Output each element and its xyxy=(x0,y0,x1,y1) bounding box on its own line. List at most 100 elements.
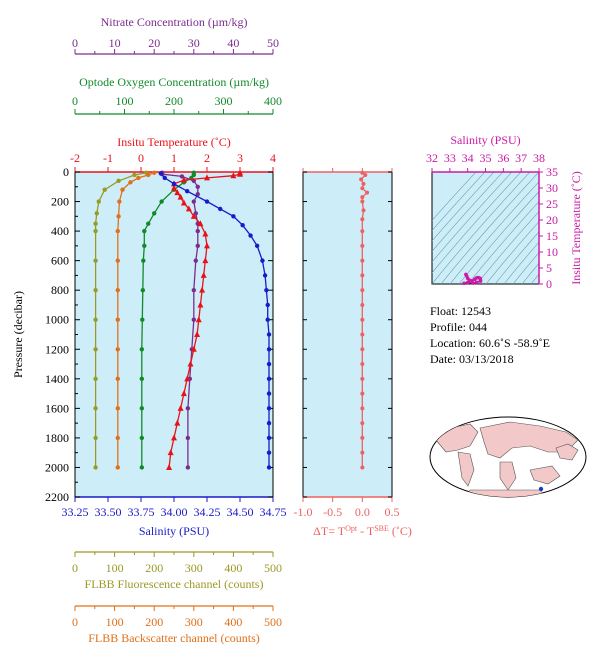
date-text: Date: 03/13/2018 xyxy=(430,352,514,366)
temperature-point xyxy=(199,286,206,293)
main-plot-area xyxy=(74,171,274,498)
oxygen-tick-label: 400 xyxy=(264,94,282,108)
salinity-point xyxy=(262,273,268,278)
delta-axis-title-part: (˚C) xyxy=(389,524,412,538)
salinity-tick-label: 33.25 xyxy=(62,505,89,519)
ts-y-tick-label: 25 xyxy=(546,197,558,211)
salinity-point xyxy=(266,420,272,426)
fluorescence-point xyxy=(93,465,98,470)
pressure-tick-label: 800 xyxy=(51,283,69,297)
oxygen-point xyxy=(139,465,145,470)
ts-density-contour xyxy=(432,172,531,284)
salinity-point xyxy=(204,199,210,204)
temperature-tick-label: 3 xyxy=(237,151,243,165)
nitrate-point xyxy=(179,174,185,179)
pressure-tick-label: 1800 xyxy=(45,431,69,445)
backscatter-tick-label: 0 xyxy=(72,615,78,629)
ts-x-tick-label: 32 xyxy=(426,151,438,165)
temperature-point xyxy=(200,271,207,278)
delta-point xyxy=(360,450,365,455)
delta-tick-label: -0.5 xyxy=(323,505,342,519)
ts-title: Salinity (PSU) xyxy=(450,133,520,147)
salinity-point xyxy=(265,317,270,322)
delta-point xyxy=(360,347,365,352)
temperature-point xyxy=(194,331,201,337)
salinity-tick-label: 33.50 xyxy=(95,505,122,519)
ts-y-tick-label: 0 xyxy=(546,277,552,291)
delta-axis-title-sup: Opt xyxy=(345,524,358,533)
temperature-point xyxy=(190,345,197,352)
salinity-point xyxy=(240,222,245,228)
map-float-location-marker xyxy=(538,486,544,492)
temperature-point xyxy=(171,184,177,191)
fluorescence-point xyxy=(93,258,98,263)
temperature-point xyxy=(171,434,177,441)
delta-axis-title-sup: SBE xyxy=(374,524,389,533)
backscatter-point xyxy=(115,228,120,234)
map-landmass xyxy=(555,443,579,461)
ts-point xyxy=(465,280,470,285)
salinity-point xyxy=(266,435,272,441)
delta-point xyxy=(360,217,365,222)
delta-point xyxy=(360,186,365,191)
temperature-point xyxy=(197,301,204,308)
temperature-point xyxy=(180,176,187,183)
nitrate-tick-label: 20 xyxy=(148,36,160,50)
pressure-tick-label: 2200 xyxy=(45,490,69,504)
oxygen-point xyxy=(140,317,145,322)
delta-point xyxy=(360,195,365,200)
ts-y-tick-label: 30 xyxy=(546,181,558,195)
backscatter-tick-label: 400 xyxy=(224,615,242,629)
temperature-point xyxy=(204,242,210,249)
backscatter-point xyxy=(116,214,121,219)
salinity-tick-label: 33.75 xyxy=(128,505,155,519)
backscatter-point xyxy=(115,376,120,382)
nitrate-point xyxy=(195,191,200,197)
salinity-tick-label: 34.75 xyxy=(260,505,287,519)
salinity-point xyxy=(266,347,272,352)
salinity-point xyxy=(162,175,167,181)
ts-density-contour xyxy=(432,172,486,232)
delta-point xyxy=(360,376,365,381)
backscatter-point xyxy=(128,180,133,185)
fluorescence-point xyxy=(93,406,98,411)
delta-plot-area xyxy=(302,171,393,498)
fluorescence-point xyxy=(116,178,121,184)
backscatter-point xyxy=(136,175,141,181)
fluorescence-point xyxy=(132,172,137,178)
salinity-point xyxy=(158,171,163,176)
fluorescence-point xyxy=(93,287,98,293)
temperature-point xyxy=(237,170,243,177)
world-map xyxy=(429,416,587,498)
salinity-axis-title: Salinity (PSU) xyxy=(139,524,209,538)
delta-point xyxy=(359,177,364,182)
delta-point xyxy=(360,406,365,411)
ts-x-tick-label: 33 xyxy=(444,151,456,165)
nitrate-axis-title: Nitrate Concentration (µm/kg) xyxy=(101,15,248,29)
temperature-point xyxy=(195,316,202,323)
backscatter-point xyxy=(115,435,120,441)
salinity-point xyxy=(185,189,190,194)
ts-density-contour xyxy=(467,200,539,284)
ts-y-tick-label: 10 xyxy=(546,245,558,259)
oxygen-point xyxy=(140,287,146,293)
oxygen-tick-label: 200 xyxy=(165,94,183,108)
oxygen-point xyxy=(191,172,196,178)
ts-density-contour xyxy=(432,172,513,263)
ts-y-tick-label: 5 xyxy=(546,261,552,275)
fluorescence-point xyxy=(93,221,98,226)
float-id-text: Float: 12543 xyxy=(430,304,492,318)
salinity-point xyxy=(266,465,272,470)
oxygen-tick-label: 300 xyxy=(215,94,233,108)
ts-density-contours xyxy=(432,172,539,284)
oxygen-point xyxy=(152,211,157,216)
fluorescence-point xyxy=(93,317,98,322)
delta-axis-title-part: - T xyxy=(357,524,375,538)
pressure-axis-title: Pressure (decibar) xyxy=(11,291,25,378)
ts-density-contour xyxy=(449,181,539,284)
temperature-point xyxy=(166,463,173,470)
oxygen-tick-label: 100 xyxy=(116,94,134,108)
oxygen-point xyxy=(139,435,145,441)
backscatter-point xyxy=(115,258,120,263)
